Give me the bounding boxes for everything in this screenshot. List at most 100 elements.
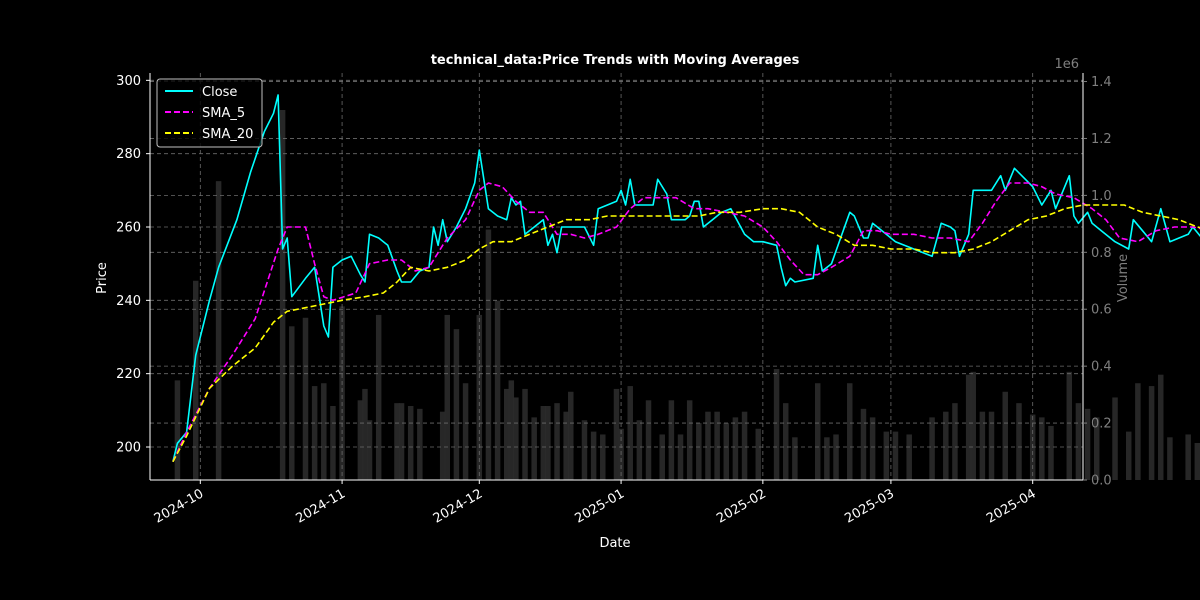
volume-bar — [824, 437, 830, 480]
y-tick-label: 280 — [116, 147, 141, 162]
y-tick-label: 260 — [116, 221, 141, 236]
volume-bar — [613, 388, 620, 480]
volume-bar — [545, 406, 551, 480]
y2-tick-label: 0.8 — [1091, 246, 1112, 261]
volume-bar — [311, 386, 318, 480]
volume-bar — [860, 408, 867, 480]
volume-bar — [892, 431, 899, 480]
axes — [149, 73, 1084, 481]
volume-bar — [1148, 386, 1155, 480]
volume-bar — [1125, 431, 1132, 480]
volume-bar — [869, 417, 876, 480]
volume-bar — [705, 411, 711, 480]
volume-bar — [988, 411, 995, 480]
chart-title: technical_data:Price Trends with Moving … — [431, 53, 800, 68]
volume-bar — [444, 314, 451, 480]
volume-bar — [563, 411, 569, 480]
volume-bar — [696, 423, 702, 480]
volume-bars — [174, 110, 1200, 480]
close-line — [172, 94, 1200, 462]
y2-tick-label: 1.2 — [1091, 132, 1112, 147]
volume-bar — [522, 388, 528, 480]
volume-bar — [1084, 408, 1091, 480]
legend-label-sma20: SMA_20 — [202, 127, 253, 142]
y2-tick-label: 0.2 — [1091, 417, 1112, 432]
volume-bar — [677, 434, 684, 480]
volume-bar — [394, 403, 400, 480]
volume-bar — [485, 229, 492, 480]
volume-bar — [321, 383, 327, 480]
volume-bar — [732, 417, 739, 480]
volume-bar — [339, 306, 345, 480]
volume-bar — [943, 411, 949, 480]
sma20-line — [172, 204, 1200, 463]
volume-bar — [755, 428, 762, 480]
volume-bar — [979, 411, 986, 480]
volume-bar — [1066, 371, 1073, 480]
x-axis-label: Date — [599, 536, 630, 551]
volume-bar — [192, 280, 199, 480]
volume-bar — [814, 383, 821, 480]
volume-bar — [289, 326, 295, 480]
volume-bar — [417, 408, 423, 480]
volume-bar — [741, 411, 748, 480]
volume-bar — [906, 434, 912, 480]
volume-bar — [1002, 391, 1008, 480]
volume-bar — [439, 411, 446, 480]
series-lines — [172, 94, 1200, 463]
sma5-line — [172, 182, 1200, 463]
volume-bar — [792, 437, 798, 480]
volume-bar — [627, 386, 633, 480]
volume-bar — [302, 317, 309, 480]
volume-bar — [590, 431, 597, 480]
volume-bar — [568, 391, 574, 480]
volume-bar — [375, 314, 382, 480]
volume-bar — [847, 383, 853, 480]
y2-tick-label: 0.4 — [1091, 360, 1112, 375]
volume-bar — [531, 417, 537, 480]
volume-bar — [1112, 397, 1118, 480]
volume-bar — [714, 411, 720, 480]
y2-tick-label: 0.6 — [1091, 303, 1112, 318]
volume-bar — [1039, 417, 1045, 480]
volume-bar — [453, 329, 460, 480]
volume-bar — [686, 400, 693, 480]
volume-bar — [366, 420, 373, 480]
volume-bar — [398, 403, 405, 480]
y2-tick-label: 0.0 — [1091, 474, 1112, 489]
volume-bar — [965, 374, 972, 480]
volume-bar — [1185, 434, 1191, 480]
volume-bar — [782, 403, 789, 480]
volume-bar — [636, 420, 643, 480]
volume-bar — [174, 380, 181, 480]
y2-axis-label: Volume — [1116, 254, 1131, 302]
volume-bar — [1167, 437, 1173, 480]
legend-label-sma5: SMA_5 — [202, 106, 245, 121]
volume-bar — [407, 406, 414, 480]
y-tick-label: 300 — [116, 74, 141, 89]
volume-bar — [723, 423, 730, 480]
volume-bar — [462, 383, 469, 480]
volume-bar — [1016, 403, 1022, 480]
volume-bar — [581, 420, 588, 480]
volume-bar — [668, 400, 675, 480]
y-tick-label: 220 — [116, 367, 141, 382]
legend-box — [156, 78, 263, 148]
y2-tick-label: 1.0 — [1091, 189, 1112, 204]
volume-bar — [1093, 417, 1100, 480]
volume-bar — [952, 403, 958, 480]
y2-offset-label: 1e6 — [1054, 57, 1079, 72]
y-tick-label: 240 — [116, 294, 141, 309]
volume-bar — [929, 417, 935, 480]
grid-lines — [150, 73, 1083, 481]
volume-bar — [508, 380, 515, 480]
y-axis-label: Price — [95, 262, 110, 294]
volume-bar — [833, 434, 839, 480]
volume-bar — [494, 300, 501, 480]
volume-bar — [362, 388, 368, 480]
legend-label-close: Close — [202, 85, 237, 100]
volume-bar — [970, 371, 976, 480]
volume-bar — [1158, 374, 1164, 480]
y2-tick-label: 1.4 — [1091, 75, 1112, 90]
y-tick-label: 200 — [116, 441, 141, 456]
